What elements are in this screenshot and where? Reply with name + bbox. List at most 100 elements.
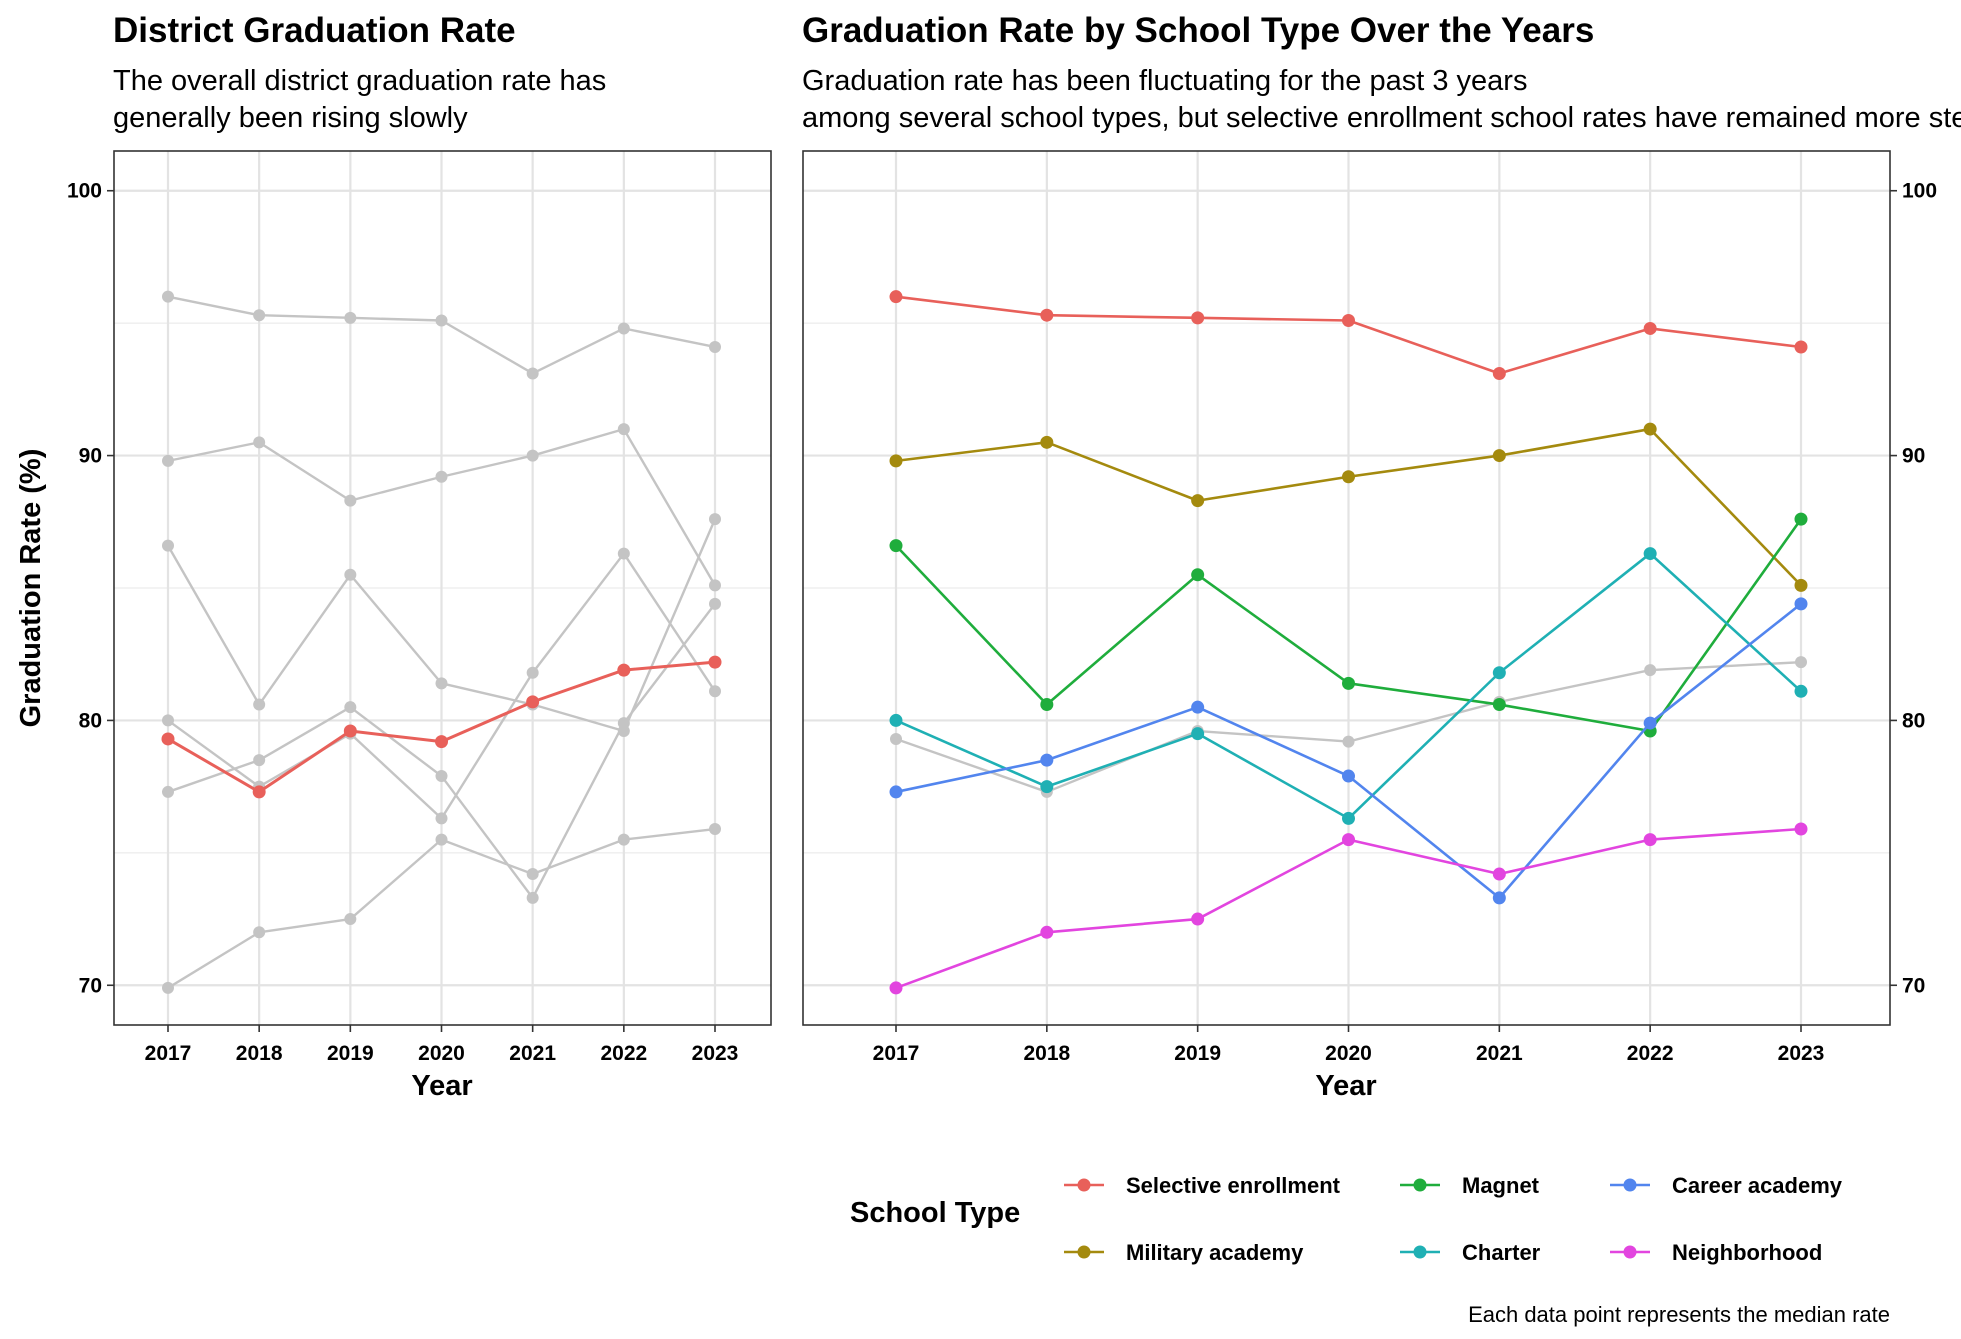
series-charter-point <box>1342 811 1355 825</box>
series-selective-enrollment-point <box>889 290 903 304</box>
series-selective-enrollment-point <box>1492 366 1506 380</box>
left-subtitle-line-2: generally been rising slowly <box>113 102 468 134</box>
background-series-5 <box>162 597 721 904</box>
legend-label: Career academy <box>1672 1173 1843 1198</box>
x-tick-label: 2020 <box>418 1042 465 1065</box>
series-charter-point <box>1191 727 1205 741</box>
series-military-academy-point <box>1040 435 1054 449</box>
x-tick-label: 2022 <box>600 1042 647 1065</box>
background-series-2-point <box>709 579 721 592</box>
background-series-6-point <box>435 833 448 846</box>
right-school-type-series <box>889 290 1808 995</box>
background-series-6-point <box>344 913 357 926</box>
series-selective-enrollment <box>889 290 1808 380</box>
background-series-3-point <box>344 568 357 581</box>
background-series-4-point <box>162 714 174 727</box>
series-charter-point <box>1794 684 1808 698</box>
legend-item-neighborhood: Neighborhood <box>1610 1240 1822 1265</box>
background-series-2-point <box>526 449 539 462</box>
background-series-6-point <box>253 926 266 939</box>
x-tick-label: 2021 <box>1476 1042 1523 1065</box>
y-tick-label: 100 <box>1902 180 1937 203</box>
district-series <box>161 655 722 799</box>
series-magnet-point <box>889 539 903 553</box>
background-series-5-point <box>435 770 448 783</box>
series-career-academy <box>889 597 1808 905</box>
series-neighborhood-point <box>1492 867 1506 881</box>
series-neighborhood-point <box>1643 833 1657 847</box>
left-axis-ticks: 70 80 90 100 2017 2018 2019 2020 2021 2022 2023 <box>67 180 738 1065</box>
left-y-axis-title: Graduation Rate (%) <box>15 449 47 728</box>
background-series-5-point <box>617 717 630 730</box>
series-career-academy-point <box>1643 716 1657 730</box>
x-tick-label: 2019 <box>1174 1042 1221 1065</box>
left-chart-subtitle: The overall district graduation rate has… <box>113 65 614 134</box>
district-series-point <box>617 663 631 677</box>
series-career-academy-point <box>1191 700 1205 714</box>
background-series-4-point <box>526 666 539 679</box>
district-series-point <box>161 732 175 746</box>
legend-key-point <box>1623 1245 1637 1259</box>
left-chart-title: District Graduation Rate <box>113 11 516 50</box>
series-charter-point <box>1492 666 1506 680</box>
background-series-5-point <box>344 701 357 714</box>
right-plot-border <box>802 150 1891 1026</box>
background-series-2 <box>162 423 721 592</box>
left-subtitle-line-1: The overall district graduation rate has <box>113 65 606 97</box>
series-career-academy-point <box>1492 891 1506 905</box>
district-series-point <box>708 655 722 669</box>
background-series-6 <box>162 823 721 994</box>
background-series-1-point <box>617 322 630 335</box>
left-plot-border <box>113 150 772 1026</box>
series-selective-enrollment-point <box>1342 314 1355 328</box>
right-axis-ticks: 70 80 90 100 2017 2018 2019 2020 2021 2022 2023 <box>873 180 1937 1065</box>
background-series-1-point <box>435 314 448 327</box>
legend-key-point <box>1077 1245 1091 1259</box>
background-series-4-point <box>709 685 721 698</box>
series-magnet <box>889 512 1808 738</box>
series-charter <box>889 547 1808 825</box>
series-selective-enrollment-point <box>1040 308 1054 322</box>
background-series-1 <box>162 290 721 380</box>
background-series-1-point <box>709 340 721 353</box>
background-series-3-point <box>435 677 448 690</box>
background-series-5-point <box>162 785 174 798</box>
right-chart-title: Graduation Rate by School Type Over the … <box>802 11 1594 50</box>
series-military-academy-point <box>1643 422 1657 436</box>
y-tick-label: 90 <box>79 445 102 468</box>
chart-caption: Each data point represents the median ra… <box>1468 1302 1890 1327</box>
background-series-2-point <box>253 436 266 449</box>
series-military-academy-point <box>1492 449 1506 463</box>
right-x-axis-title: Year <box>1315 1070 1376 1102</box>
background-series-6-point <box>709 823 721 836</box>
series-magnet-point <box>1492 698 1506 712</box>
series-neighborhood-point <box>1342 833 1355 847</box>
series-military-academy-point <box>1794 578 1808 592</box>
series-career-academy-point <box>1794 597 1808 611</box>
series-career-academy-point <box>1342 769 1355 783</box>
series-charter-point <box>1643 547 1657 561</box>
right-gridlines <box>803 151 1890 1025</box>
legend-key-point <box>1077 1178 1091 1192</box>
right-panel: Graduation Rate by School Type Over the … <box>802 11 1961 1102</box>
background-series-6-point <box>617 833 630 846</box>
background-series-2-point <box>344 494 357 507</box>
series-career-academy-point <box>1040 753 1054 767</box>
legend-title: School Type <box>850 1197 1020 1229</box>
right-subtitle-line-1: Graduation rate has been fluctuating for… <box>802 65 1527 97</box>
y-tick-label: 80 <box>1902 709 1925 732</box>
y-tick-label: 70 <box>79 974 102 997</box>
background-series-1-point <box>162 290 174 303</box>
right-subtitle-line-2: among several school types, but selectiv… <box>802 102 1961 134</box>
series-neighborhood <box>889 822 1808 995</box>
background-series-5-point <box>253 754 266 767</box>
series-military-academy <box>889 422 1808 592</box>
series-magnet-point <box>1342 676 1355 690</box>
x-tick-label: 2021 <box>509 1042 556 1065</box>
series-military-academy-point <box>1342 470 1355 484</box>
legend-item-charter: Charter <box>1400 1240 1541 1265</box>
legend-item-magnet: Magnet <box>1400 1173 1540 1198</box>
y-tick-label: 90 <box>1902 445 1925 468</box>
series-magnet-point <box>1794 512 1808 526</box>
